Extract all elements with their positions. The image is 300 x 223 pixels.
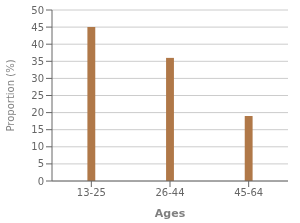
svg-text:30: 30 bbox=[31, 73, 44, 84]
svg-text:35: 35 bbox=[31, 56, 44, 67]
svg-text:40: 40 bbox=[31, 39, 44, 50]
svg-text:20: 20 bbox=[31, 107, 44, 118]
svg-text:Ages: Ages bbox=[155, 207, 186, 220]
svg-text:13-25: 13-25 bbox=[77, 187, 106, 198]
svg-text:15: 15 bbox=[31, 124, 44, 135]
svg-text:45-64: 45-64 bbox=[234, 187, 263, 198]
svg-text:10: 10 bbox=[31, 141, 44, 152]
svg-text:26-44: 26-44 bbox=[155, 187, 184, 198]
svg-text:Proportion (%): Proportion (%) bbox=[8, 59, 16, 131]
svg-text:25: 25 bbox=[31, 90, 44, 101]
svg-text:5: 5 bbox=[38, 158, 44, 169]
svg-text:50: 50 bbox=[31, 5, 44, 16]
svg-text:0: 0 bbox=[38, 176, 44, 187]
svg-text:45: 45 bbox=[31, 22, 44, 33]
